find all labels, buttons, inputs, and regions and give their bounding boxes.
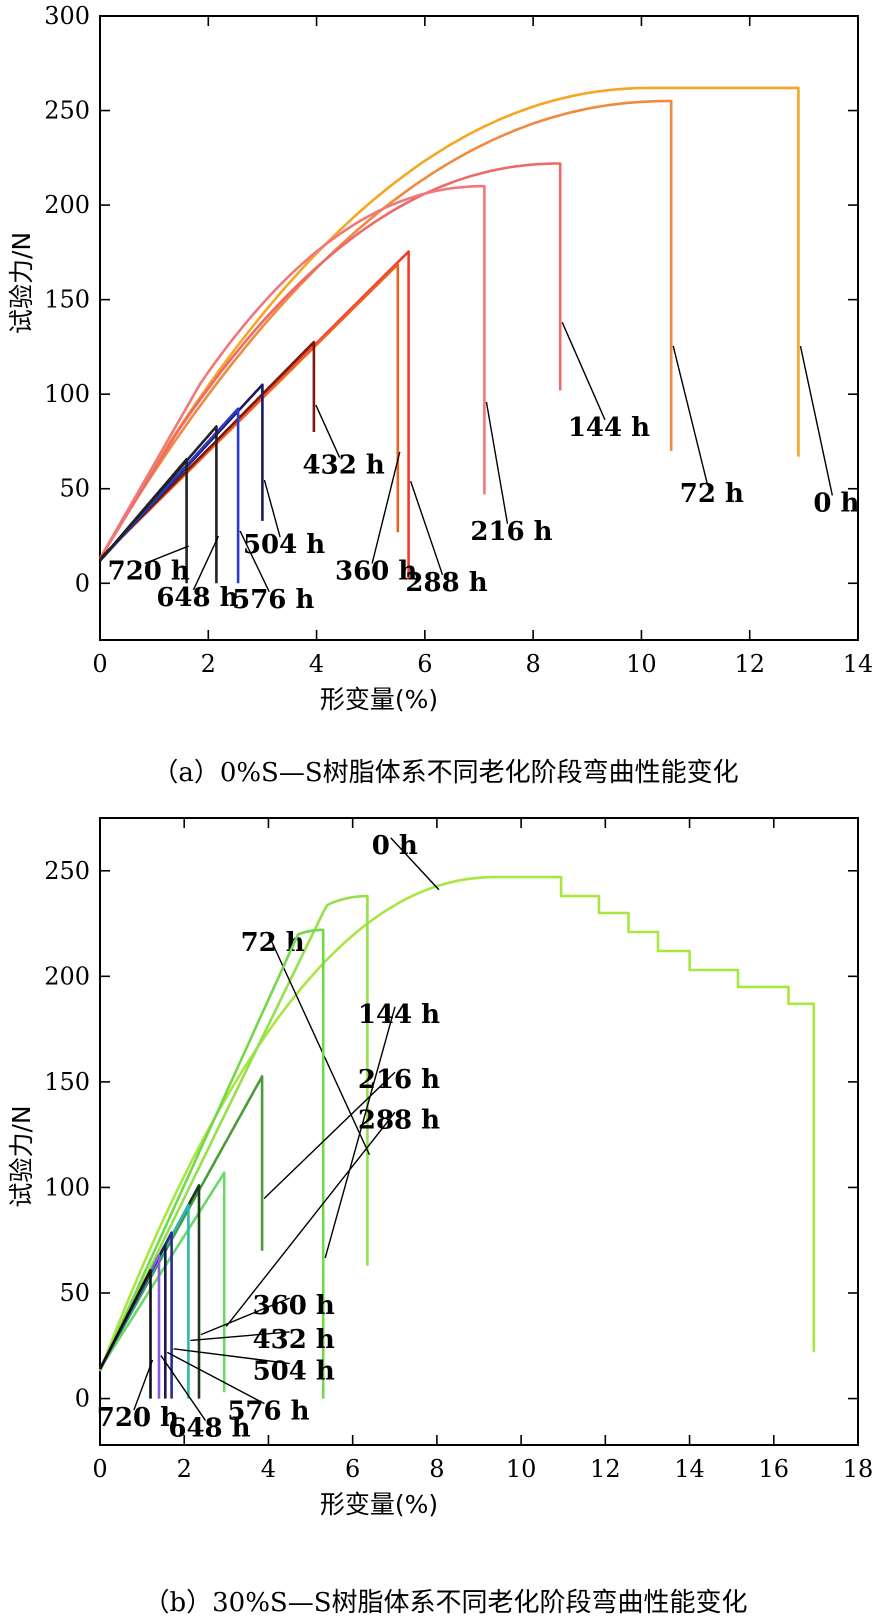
- series-line: [98, 1268, 152, 1399]
- series-label: 648 h: [168, 1414, 250, 1444]
- series-line: [98, 875, 816, 1372]
- series-label: 216 h: [358, 1065, 440, 1095]
- series-leader-line: [225, 1111, 396, 1327]
- series-label: 0 h: [813, 488, 859, 518]
- y-tick-label: 300: [44, 2, 90, 30]
- series-leader-line: [166, 1351, 265, 1405]
- y-tick-label: 0: [75, 569, 90, 597]
- series-leader-line: [672, 345, 709, 487]
- series-line: [98, 928, 325, 1399]
- series-label: 360 h: [253, 1291, 335, 1321]
- x-tick-label: 0: [92, 1455, 107, 1483]
- x-axis-label: 形变量(%): [320, 1490, 438, 1519]
- chart-a: 0 2 4 6 8 10 12 14 0 50 100 150 200 250 300 形变量(%) 试验力/N…: [7, 2, 873, 714]
- x-tick-label: 6: [345, 1455, 360, 1483]
- x-tick-label: 6: [417, 650, 432, 678]
- x-tick-label: 8: [526, 650, 541, 678]
- y-tick-label: 150: [44, 1068, 90, 1096]
- series-label: 576 h: [227, 1397, 309, 1427]
- series-leader-line: [315, 404, 341, 458]
- series-leader-line: [144, 545, 189, 565]
- series-line: [98, 99, 673, 560]
- series-label: 720 h: [97, 1403, 179, 1433]
- y-tick-label: 100: [44, 1173, 90, 1201]
- series-leader-line: [239, 530, 270, 593]
- y-tick-label: 50: [59, 1279, 90, 1307]
- x-tick-label: 0: [92, 650, 107, 678]
- x-tick-label: 14: [674, 1455, 705, 1483]
- y-tick-label: 250: [44, 97, 90, 125]
- x-tick-label: 8: [429, 1455, 444, 1483]
- y-tick-label: 200: [44, 962, 90, 990]
- series-leader-line: [263, 1071, 396, 1199]
- series-leader-line: [390, 837, 440, 891]
- series-leader-line: [160, 1355, 207, 1421]
- y-tick-label: 150: [44, 286, 90, 314]
- series-line: [98, 86, 800, 560]
- y-tick-label: 0: [75, 1385, 90, 1413]
- series-leader-line: [190, 1331, 290, 1342]
- caption-a: （a）0%S—S树脂体系不同老化阶段弯曲性能变化: [152, 758, 739, 788]
- plot-frame: [99, 817, 859, 1446]
- x-tick-label: 10: [626, 650, 657, 678]
- series-label: 144 h: [358, 1000, 440, 1030]
- series-leader-line: [263, 479, 281, 538]
- y-tick-label: 100: [44, 380, 90, 408]
- x-tick-label: 12: [734, 650, 765, 678]
- series-label: 216 h: [470, 517, 552, 547]
- series-label: 144 h: [568, 413, 650, 443]
- y-tick-label: 200: [44, 191, 90, 219]
- y-tick-label: 50: [59, 475, 90, 503]
- series-leader-line: [561, 322, 606, 421]
- series-line: [98, 162, 562, 560]
- series-leader-line: [371, 451, 401, 564]
- series-label: 504 h: [253, 1357, 335, 1387]
- series-label: 288 h: [358, 1105, 440, 1135]
- series-label: 576 h: [232, 585, 314, 615]
- series-leader-line: [324, 1006, 396, 1259]
- series-leader-line: [173, 1348, 290, 1365]
- x-tick-label: 14: [843, 650, 874, 678]
- x-tick-label: 2: [201, 650, 216, 678]
- series-line: [98, 184, 486, 560]
- series-label: 288 h: [405, 568, 487, 598]
- series-label: 432 h: [303, 451, 385, 481]
- y-tick-label: 250: [44, 857, 90, 885]
- series-leader-line: [409, 480, 444, 576]
- series-leader-line: [192, 535, 220, 591]
- x-tick-label: 16: [759, 1455, 790, 1483]
- series-leader-line: [200, 1297, 290, 1336]
- series-leader-line: [133, 1359, 154, 1411]
- x-tick-label: 12: [590, 1455, 621, 1483]
- x-tick-label: 4: [261, 1455, 276, 1483]
- series-leader-line: [485, 401, 509, 524]
- series-label: 0 h: [372, 831, 418, 861]
- x-tick-label: 18: [843, 1455, 874, 1483]
- series-label: 720 h: [108, 556, 190, 586]
- series-leader-line: [268, 934, 371, 1156]
- series-label: 504 h: [243, 530, 325, 560]
- series-line: [99, 457, 188, 584]
- series-label: 432 h: [253, 1325, 335, 1355]
- series-label: 72 h: [680, 479, 744, 509]
- plot-frame: [99, 15, 859, 641]
- x-tick-label: 4: [309, 650, 324, 678]
- y-axis-label: 试验力/N: [7, 1105, 36, 1207]
- x-axis-label: 形变量(%): [320, 685, 438, 714]
- series-line: [98, 1171, 226, 1393]
- series-label: 648 h: [156, 583, 238, 613]
- x-tick-label: 2: [177, 1455, 192, 1483]
- series-leader-line: [799, 345, 834, 496]
- chart-b: 0 2 4 6 8 10 12 14 16 18 0 50 100 150 200 250 形变量(%) 试验力/…: [7, 817, 874, 1519]
- y-axis-label: 试验力/N: [7, 232, 36, 334]
- caption-b: （b）30%S—S树脂体系不同老化阶段弯曲性能变化: [143, 1588, 748, 1618]
- series-label: 360 h: [335, 556, 417, 586]
- x-tick-label: 10: [506, 1455, 537, 1483]
